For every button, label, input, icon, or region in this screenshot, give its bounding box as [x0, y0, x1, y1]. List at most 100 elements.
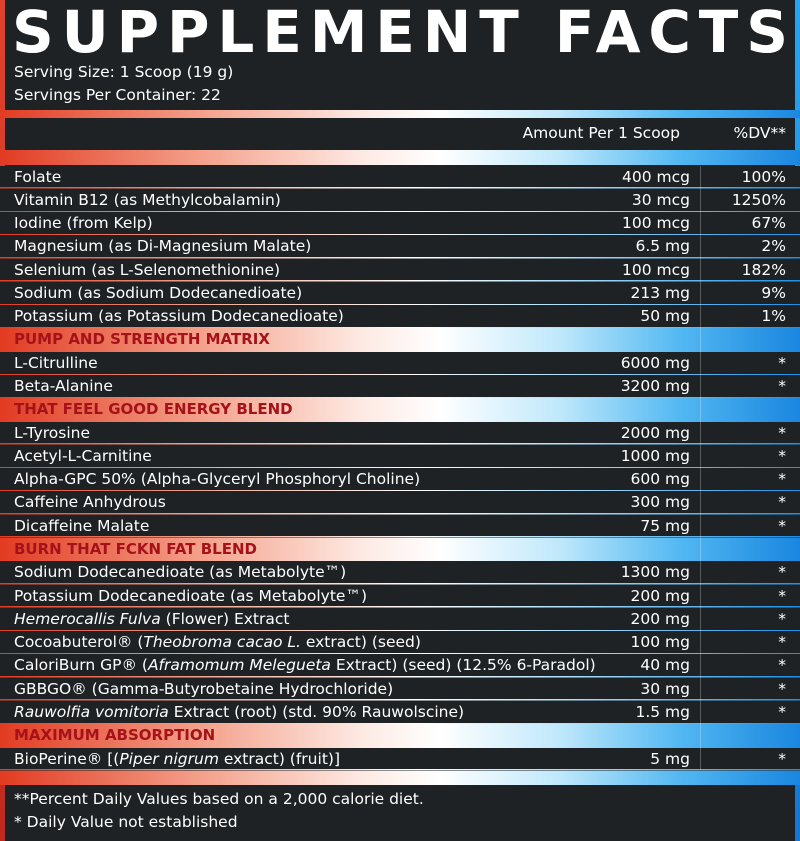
amount: 600 mg: [630, 470, 690, 489]
separator: [0, 110, 800, 118]
name-part: Vitamin B12 (as Methylcobalamin): [14, 190, 281, 209]
ingredient-name: Vitamin B12 (as Methylcobalamin): [14, 189, 281, 212]
daily-value: *: [778, 446, 786, 465]
name-part: Hemerocallis Fulva: [14, 609, 161, 628]
daily-value: *: [778, 656, 786, 675]
name-part: Caffeine Anhydrous: [14, 493, 166, 512]
name-part: Dicaffeine Malate: [14, 516, 150, 535]
amount: 1.5 mg: [635, 702, 690, 721]
section-title: PUMP AND STRENGTH MATRIX: [14, 330, 270, 349]
title-svg: SUPPLEMENT FACTS: [12, 0, 788, 62]
ingredient-name: L-Citrulline: [14, 352, 98, 375]
amount: 400 mcg: [622, 167, 690, 186]
daily-value: *: [778, 679, 786, 698]
ingredient-row: Caffeine Anhydrous 300 mg *: [0, 491, 800, 515]
footnote: **Percent Daily Values based on a 2,000 …: [14, 790, 424, 808]
ingredient-row: Cocoabuterol® (Theobroma cacao L. extrac…: [0, 631, 800, 655]
daily-value: *: [778, 516, 786, 535]
ingredient-row: Magnesium (as Di-Magnesium Malate) 6.5 mg…: [0, 235, 800, 259]
daily-value: *: [778, 609, 786, 628]
daily-value: *: [778, 749, 786, 768]
ingredient-row: Folate 400 mcg 100%: [0, 165, 800, 189]
name-part: Sodium (as Sodium Dodecanedioate): [14, 283, 303, 302]
section-row: THAT FEEL GOOD ENERGY BLEND: [0, 398, 800, 422]
amount: 5 mg: [650, 749, 690, 768]
daily-value: *: [778, 353, 786, 372]
daily-value: 1%: [761, 307, 786, 326]
ingredient-row: L-Tyrosine 2000 mg *: [0, 421, 800, 445]
ingredient-name: Magnesium (as Di-Magnesium Malate): [14, 235, 311, 258]
ingredient-name: Potassium (as Potassium Dodecanedioate): [14, 305, 344, 328]
section-title: MAXIMUM ABSORPTION: [14, 726, 216, 745]
daily-value: 2%: [761, 237, 786, 256]
amount: 1000 mg: [620, 446, 690, 465]
name-part: Beta-Alanine: [14, 377, 113, 396]
ingredient-row: Acetyl-L-Carnitine 1000 mg *: [0, 444, 800, 469]
name-part: Extract (root) (std. 90% Rauwolscine): [168, 702, 465, 721]
ingredient-name: Folate: [14, 166, 61, 189]
name-part: L-Citrulline: [14, 353, 98, 372]
amount: 40 mg: [640, 656, 690, 675]
amount-header: Amount Per 1 Scoop: [522, 124, 680, 142]
ingredient-name: Sodium (as Sodium Dodecanedioate): [14, 282, 302, 305]
name-part: Acetyl-L-Carnitine: [14, 446, 152, 465]
amount: 75 mg: [640, 516, 690, 535]
ingredient-row: Hemerocallis Fulva (Flower) Extract 200 m…: [0, 607, 800, 632]
name-part: Folate: [14, 167, 62, 186]
name-part: Alpha-GPC 50% (Alpha-Glyceryl Phosphoryl…: [14, 470, 421, 489]
ingredient-name: Sodium Dodecanedioate (as Metabolyte™): [14, 561, 346, 584]
section-title: BURN THAT FCKN FAT BLEND: [14, 539, 257, 558]
amount: 6.5 mg: [635, 237, 690, 256]
column-divider: [700, 166, 701, 770]
ingredient-row: Potassium (as Potassium Dodecanedioate) 5…: [0, 305, 800, 329]
name-part: Cocoabuterol® (: [14, 633, 144, 652]
name-part: Iodine (from Kelp): [14, 214, 153, 233]
amount: 50 mg: [640, 307, 690, 326]
name-part: Rauwolfia vomitoria: [14, 702, 169, 721]
amount: 1300 mg: [620, 563, 690, 582]
daily-value: 100%: [741, 167, 786, 186]
ingredient-row: Dicaffeine Malate 75 mg *: [0, 514, 800, 538]
title: SUPPLEMENT FACTS: [12, 0, 788, 62]
ingredient-name: Caffeine Anhydrous: [14, 491, 166, 514]
name-part: BioPerine® [(: [14, 749, 120, 768]
amount: 300 mg: [630, 493, 690, 512]
section-title: THAT FEEL GOOD ENERGY BLEND: [14, 400, 293, 419]
name-part: Aframomum Melegueta: [147, 656, 331, 675]
ingredient-name: Potassium Dodecanedioate (as Metabolyte™…: [14, 585, 367, 608]
ingredient-row: Sodium (as Sodium Dodecanedioate) 213 mg 9…: [0, 281, 800, 306]
ingredient-name: GBBGO® (Gamma-Butyrobetaine Hydrochlorid…: [14, 678, 393, 701]
ingredient-row: Vitamin B12 (as Methylcobalamin) 30 mcg 12…: [0, 188, 800, 213]
amount: 30 mg: [640, 679, 690, 698]
name-part: Potassium Dodecanedioate (as Metabolyte™…: [14, 586, 367, 605]
amount: 100 mcg: [622, 260, 690, 279]
ingredient-row: Potassium Dodecanedioate (as Metabolyte™…: [0, 584, 800, 608]
name-part: (Flower) Extract: [160, 609, 290, 628]
daily-value: *: [778, 470, 786, 489]
amount: 3200 mg: [620, 377, 690, 396]
amount: 200 mg: [630, 609, 690, 628]
ingredient-row: BioPerine® [(Piper nigrum extract) (frui…: [0, 747, 800, 771]
name-part: L-Tyrosine: [14, 423, 91, 442]
ingredient-name: Iodine (from Kelp): [14, 212, 153, 235]
daily-value: 182%: [741, 260, 786, 279]
name-part: Theobroma cacao L.: [143, 633, 301, 652]
daily-value: *: [778, 493, 786, 512]
amount: 6000 mg: [620, 353, 690, 372]
ingredient-name: Beta-Alanine: [14, 375, 113, 398]
ingredient-name: Hemerocallis Fulva (Flower) Extract: [14, 608, 289, 631]
ingredient-row: Iodine (from Kelp) 100 mcg 67%: [0, 212, 800, 236]
section-row: PUMP AND STRENGTH MATRIX: [0, 328, 800, 352]
ingredient-row: CaloriBurn GP® (Aframomum Melegueta Extr…: [0, 654, 800, 678]
ingredient-row: GBBGO® (Gamma-Butyrobetaine Hydrochlorid…: [0, 677, 800, 701]
section-row: BURN THAT FCKN FAT BLEND: [0, 537, 800, 562]
daily-value: *: [778, 377, 786, 396]
daily-value: *: [778, 633, 786, 652]
daily-value: 1250%: [731, 190, 786, 209]
servings-per-container: Servings Per Container: 22: [14, 86, 221, 104]
footnote: * Daily Value not established: [14, 813, 238, 831]
name-part: Selenium (as L-Selenomethionine): [14, 260, 281, 279]
amount: 213 mg: [630, 283, 690, 302]
ingredient-name: BioPerine® [(Piper nigrum extract) (frui…: [14, 748, 340, 771]
